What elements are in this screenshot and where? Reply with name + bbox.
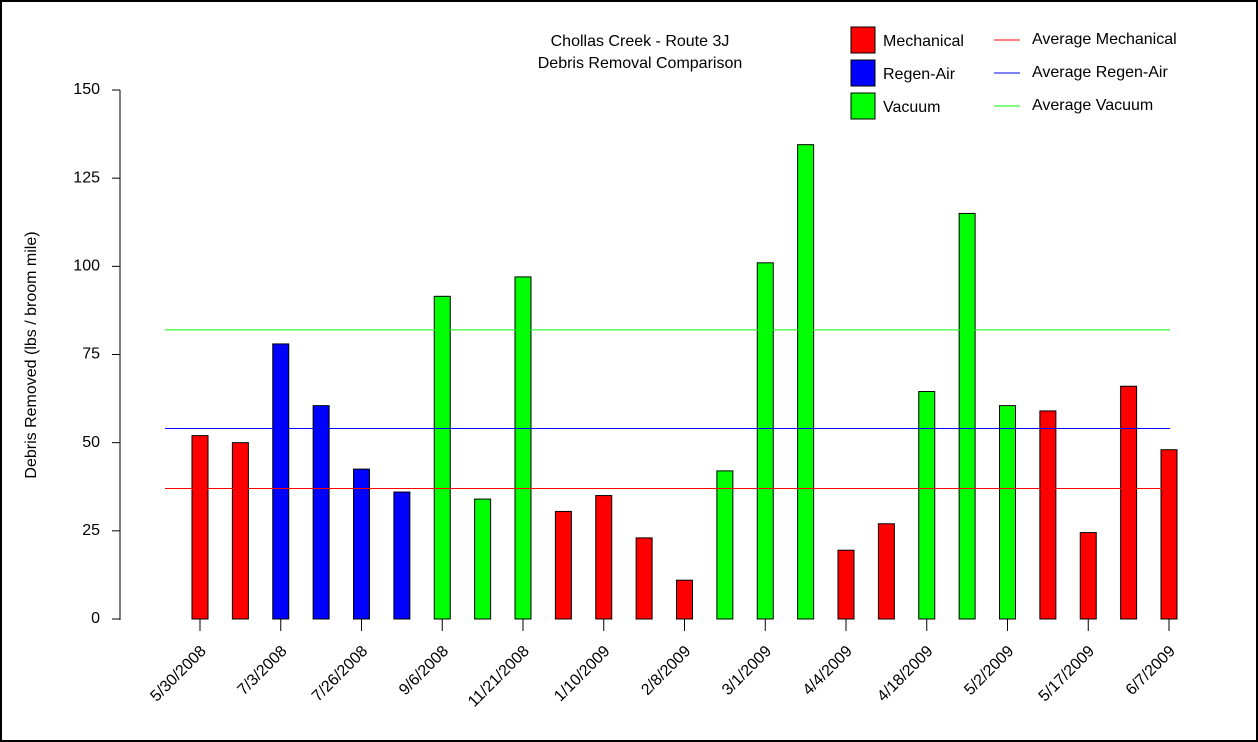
y-tick-label: 25 xyxy=(82,522,100,539)
legend-swatch xyxy=(850,92,876,120)
bar xyxy=(474,498,492,620)
bar xyxy=(393,491,411,620)
bar xyxy=(837,549,855,620)
bar xyxy=(231,442,249,620)
chart-title: Chollas Creek - Route 3J xyxy=(551,33,730,50)
bar xyxy=(353,468,370,620)
bar xyxy=(635,537,653,620)
bar xyxy=(1160,449,1178,620)
bar xyxy=(514,276,532,620)
y-tick-label: 50 xyxy=(82,434,100,451)
bar xyxy=(191,435,209,620)
bar xyxy=(797,144,815,620)
bar xyxy=(272,343,290,620)
legend-label: Average Vacuum xyxy=(1032,97,1153,114)
bar xyxy=(877,523,895,620)
bar xyxy=(918,391,936,620)
bar xyxy=(312,405,330,620)
y-tick-label: 75 xyxy=(82,346,100,363)
legend-swatch xyxy=(850,59,876,87)
bar xyxy=(1079,532,1097,620)
y-axis-label: Debris Removed (lbs / broom mile) xyxy=(23,231,40,478)
bar xyxy=(595,495,613,620)
y-tick-label: 150 xyxy=(73,81,100,98)
bar xyxy=(1120,385,1138,620)
legend-label: Average Mechanical xyxy=(1032,31,1177,48)
bar xyxy=(433,295,451,620)
legend-label: Vacuum xyxy=(883,99,941,116)
legend-label: Regen-Air xyxy=(883,66,956,83)
y-tick-label: 0 xyxy=(91,610,100,627)
chart-subtitle: Debris Removal Comparison xyxy=(538,55,743,72)
legend-label: Average Regen-Air xyxy=(1032,64,1168,81)
bar xyxy=(1039,410,1057,620)
y-tick-label: 125 xyxy=(73,169,100,186)
bar xyxy=(756,262,774,620)
y-tick-label: 100 xyxy=(73,258,100,275)
bar xyxy=(716,470,734,620)
bar xyxy=(999,405,1016,620)
bar xyxy=(554,510,572,620)
bar xyxy=(676,579,693,620)
legend-swatch xyxy=(850,26,876,54)
legend-label: Mechanical xyxy=(883,33,964,50)
bar xyxy=(958,212,976,620)
